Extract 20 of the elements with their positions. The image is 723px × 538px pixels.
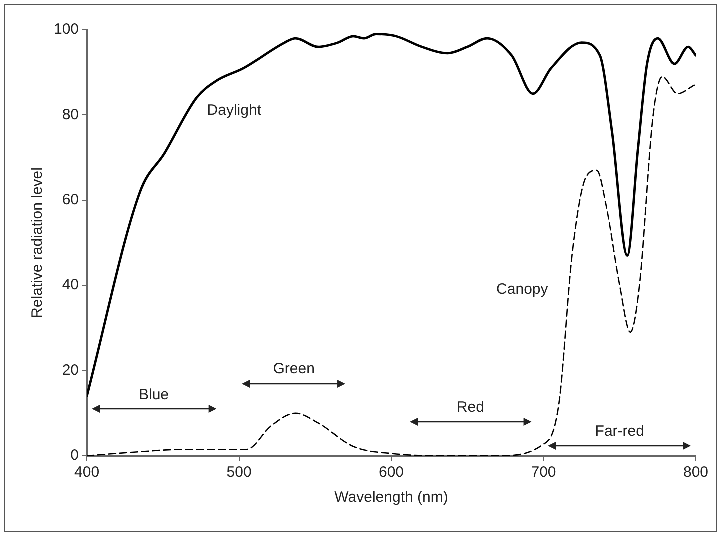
x-tick-label: 800 (683, 464, 709, 482)
line-series (87, 33, 696, 398)
y-axis-title: Relative radiation level (29, 168, 46, 318)
y-tick-label: 100 (54, 21, 80, 38)
y-tick-label: 0 (70, 447, 80, 464)
y-tick-label: 40 (62, 276, 80, 294)
x-tick-label: 600 (379, 464, 404, 482)
x-tick-label: 400 (74, 464, 100, 482)
series-label: Canopy (496, 281, 549, 298)
annotation: Red (456, 399, 484, 416)
series-label: Daylight (207, 102, 262, 120)
y-tick-label: 60 (62, 192, 80, 209)
x-tick-label: 500 (226, 464, 252, 482)
annotation: Blue (139, 386, 170, 404)
y-tick-label: 20 (62, 362, 80, 379)
annotation: Far-red (595, 422, 644, 440)
x-axis-title: Wavelength (nm) (334, 489, 448, 506)
x-tick-label: 700 (531, 464, 556, 482)
annotation: Green (273, 360, 315, 378)
y-tick-label: 80 (62, 106, 80, 124)
